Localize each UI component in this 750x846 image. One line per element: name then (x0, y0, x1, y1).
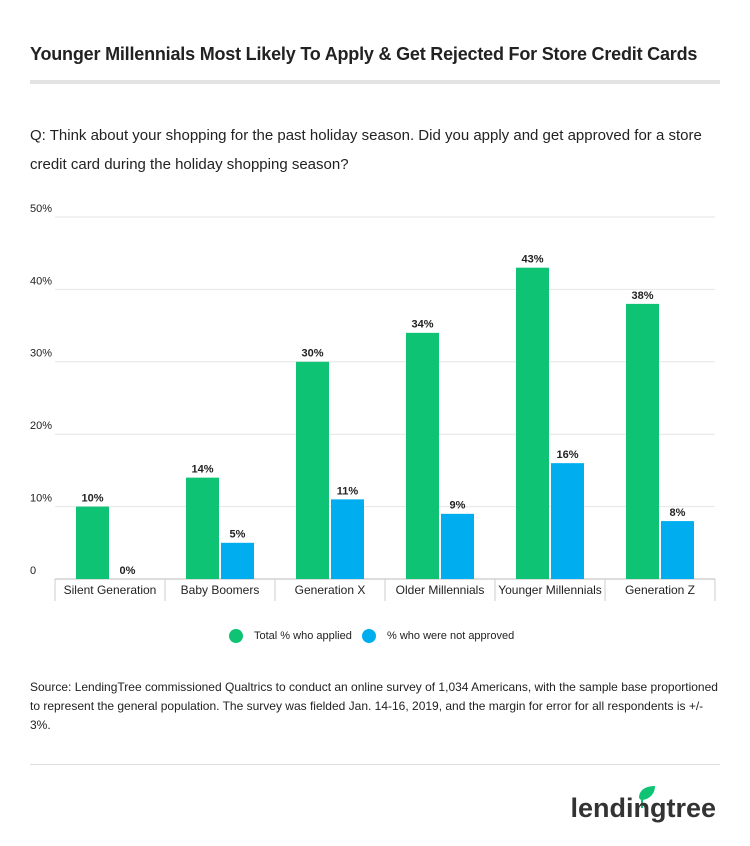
bar (331, 499, 364, 579)
y-tick-label: 10% (30, 493, 52, 505)
value-label: 8% (670, 507, 686, 519)
bar (516, 267, 549, 579)
question: Q: Think about your shopping for the pas… (30, 127, 702, 173)
legend-swatch (229, 629, 243, 643)
bar (186, 477, 219, 579)
x-tick-label: Silent Generation (64, 583, 157, 597)
x-tick-label: Younger Millennials (498, 583, 602, 597)
value-label: 30% (301, 348, 323, 360)
x-tick-label: Generation X (295, 583, 366, 597)
legend-swatch (362, 629, 376, 643)
legend-label: % who were not approved (387, 630, 514, 642)
divider (30, 764, 720, 765)
value-label: 0% (120, 565, 136, 577)
bar (296, 361, 329, 579)
y-tick-label: 50% (30, 203, 52, 215)
x-tick-label: Older Millennials (396, 583, 485, 597)
bar (76, 506, 109, 579)
value-label: 9% (450, 500, 466, 512)
x-tick-label: Generation Z (625, 583, 695, 597)
logo-icon (639, 786, 655, 808)
value-label: 16% (556, 449, 578, 461)
bar (406, 332, 439, 579)
bar (626, 303, 659, 579)
title-rule (30, 80, 720, 84)
x-tick-label: Baby Boomers (181, 583, 260, 597)
bar (551, 463, 584, 579)
title: Younger Millennials Most Likely To Apply… (30, 44, 698, 64)
logo: lendingtree (570, 793, 716, 823)
bar (441, 513, 474, 579)
bar (661, 521, 694, 579)
value-label: 10% (81, 493, 103, 505)
value-label: 14% (191, 464, 213, 476)
y-tick-label: 20% (30, 420, 52, 432)
value-label: 11% (337, 485, 359, 497)
value-label: 5% (230, 529, 246, 541)
y-tick-label: 30% (30, 348, 52, 360)
value-label: 34% (411, 319, 433, 331)
bar (221, 542, 254, 579)
y-tick-label: 0 (30, 565, 36, 577)
legend-label: Total % who applied (254, 630, 352, 642)
source: Source: LendingTree commissioned Qualtri… (30, 680, 718, 732)
y-tick-label: 40% (30, 275, 52, 287)
value-label: 38% (631, 290, 653, 302)
value-label: 43% (521, 254, 543, 266)
